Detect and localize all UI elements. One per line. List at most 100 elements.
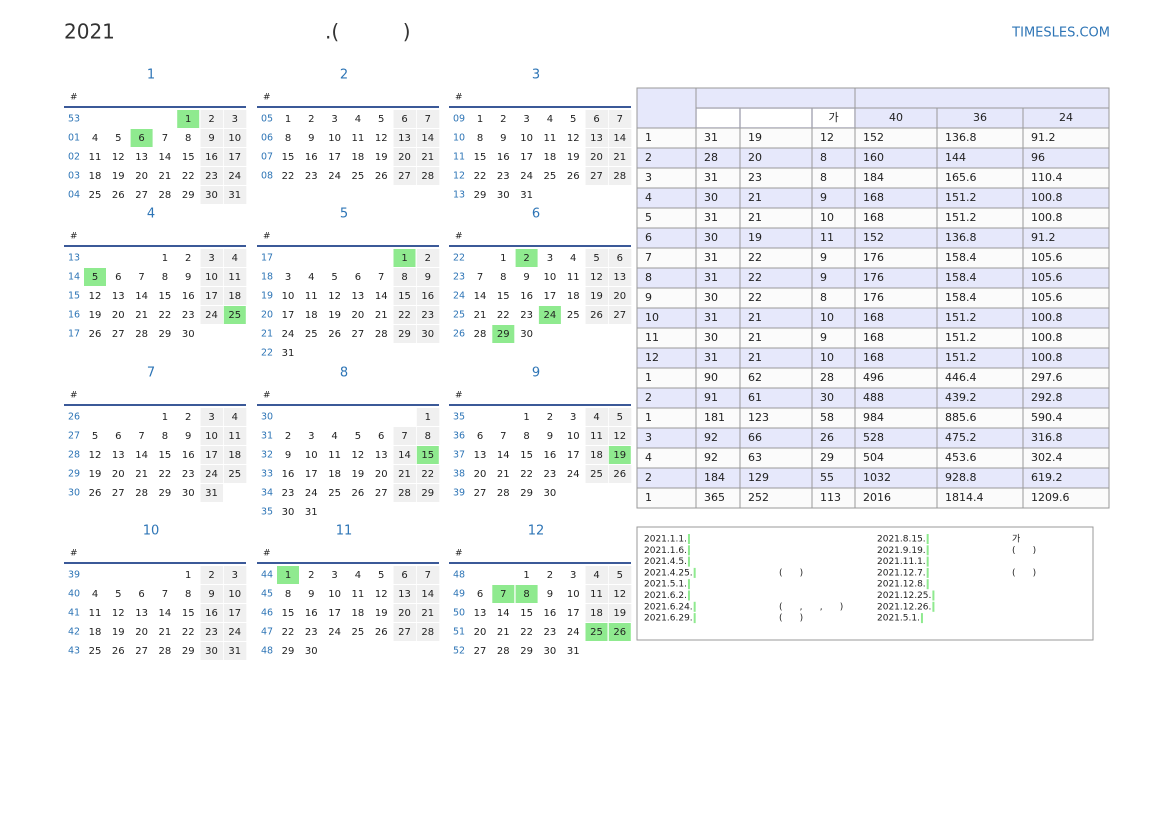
day: 23 <box>205 627 218 638</box>
table-cell: 123 <box>748 411 769 424</box>
day: 17 <box>228 152 241 163</box>
week-number: 53 <box>68 114 80 125</box>
month-title: 7 <box>147 366 155 381</box>
holiday-date: 2021.4.5. <box>644 557 687 567</box>
day: 18 <box>328 469 341 480</box>
day: 18 <box>228 450 241 461</box>
day: 4 <box>331 431 337 442</box>
day: 23 <box>205 171 218 182</box>
weekend-cell <box>200 249 223 267</box>
weekend-cell <box>223 287 247 305</box>
site-link[interactable]: TIMESLES.COM <box>1011 26 1110 41</box>
week-number: 38 <box>453 469 465 480</box>
day: 17 <box>544 291 557 302</box>
table-cell: 30 <box>704 231 718 244</box>
day: 30 <box>520 329 533 340</box>
day: 25 <box>228 469 241 480</box>
day: 5 <box>92 431 98 442</box>
holiday-date: 2021.1.6. <box>644 546 687 556</box>
table-cell: 30 <box>704 191 718 204</box>
week-header: # <box>70 93 78 103</box>
day: 24 <box>228 627 241 638</box>
weekend-cell <box>223 566 247 584</box>
day: 4 <box>355 570 361 581</box>
day: 31 <box>567 646 580 657</box>
day: 19 <box>590 291 603 302</box>
day: 21 <box>474 310 487 321</box>
weekend-cell <box>585 268 608 286</box>
holiday-cell <box>515 585 538 603</box>
holiday-marker <box>932 590 935 601</box>
day: 21 <box>613 152 626 163</box>
table-cell: 9 <box>820 331 827 344</box>
table-cell: 31 <box>704 131 718 144</box>
day: 15 <box>421 450 434 461</box>
week-header: # <box>263 549 271 559</box>
day: 17 <box>567 450 580 461</box>
holiday-marker <box>926 579 929 590</box>
day: 23 <box>182 310 195 321</box>
weekend-cell <box>416 110 440 128</box>
day: 7 <box>378 272 384 283</box>
week-number: 26 <box>68 412 80 423</box>
day: 29 <box>497 329 510 340</box>
day: 8 <box>401 272 407 283</box>
day: 24 <box>328 627 341 638</box>
day: 9 <box>547 589 553 600</box>
day: 24 <box>205 469 218 480</box>
day: 10 <box>305 450 318 461</box>
day: 11 <box>590 589 603 600</box>
day: 22 <box>159 469 172 480</box>
day: 29 <box>520 488 533 499</box>
holiday-date: 2021.6.24. <box>644 602 693 612</box>
holiday-marker <box>693 601 696 612</box>
table-cell: 31 <box>704 351 718 364</box>
week-number: 09 <box>453 114 465 125</box>
day: 4 <box>570 253 576 264</box>
day: 6 <box>115 431 121 442</box>
day: 25 <box>89 646 102 657</box>
day: 3 <box>547 253 553 264</box>
day: 12 <box>375 589 388 600</box>
day: 10 <box>228 133 241 144</box>
day: 13 <box>590 133 603 144</box>
day: 21 <box>135 310 148 321</box>
day: 15 <box>520 450 533 461</box>
day: 18 <box>89 171 102 182</box>
day: 18 <box>352 608 365 619</box>
table-cell: 19 <box>748 131 762 144</box>
day: 31 <box>205 488 218 499</box>
day: 8 <box>162 431 168 442</box>
weekend-cell <box>223 446 247 464</box>
day: 28 <box>421 171 434 182</box>
day: 23 <box>544 627 557 638</box>
day: 12 <box>567 133 580 144</box>
day: 9 <box>208 133 214 144</box>
day: 8 <box>425 431 431 442</box>
table-cell: 885.6 <box>945 411 977 424</box>
weekend-cell <box>223 167 247 185</box>
day: 20 <box>135 627 148 638</box>
weekend-cell <box>585 249 608 267</box>
week-number: 33 <box>261 469 273 480</box>
day: 10 <box>328 589 341 600</box>
month-title: 1 <box>147 68 155 83</box>
day: 15 <box>282 608 295 619</box>
day: 16 <box>182 450 195 461</box>
day: 3 <box>232 570 238 581</box>
day: 11 <box>567 272 580 283</box>
table-cell: 110.4 <box>1031 171 1063 184</box>
week-number: 10 <box>453 133 465 144</box>
table-cell: 113 <box>820 491 841 504</box>
week-number: 24 <box>453 291 465 302</box>
day: 2 <box>208 570 214 581</box>
day: 8 <box>285 589 291 600</box>
day: 6 <box>477 589 483 600</box>
day: 21 <box>497 469 510 480</box>
table-cell: 168 <box>863 191 884 204</box>
weekend-cell <box>223 642 247 660</box>
table-cell: 144 <box>945 151 966 164</box>
week-header: # <box>70 391 78 401</box>
day: 13 <box>112 450 125 461</box>
table-cell: 3 <box>645 171 652 184</box>
